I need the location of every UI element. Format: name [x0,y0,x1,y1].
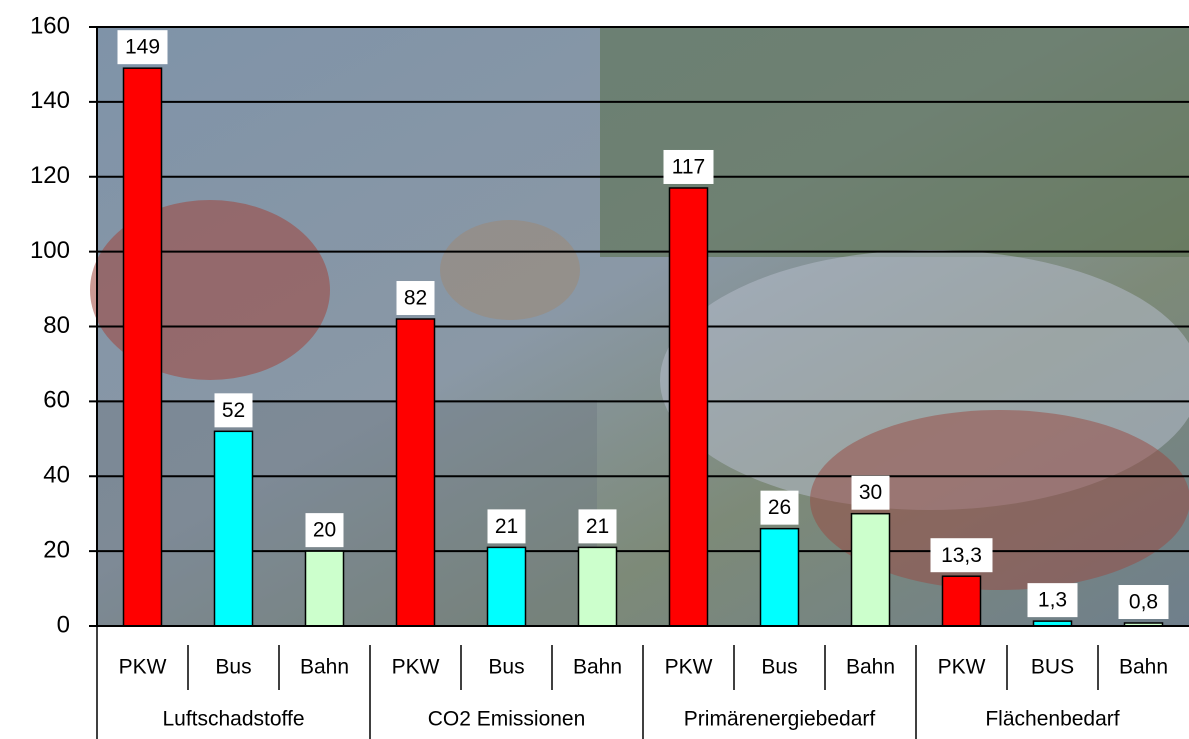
value-label-box [663,149,714,184]
value-label-box [851,475,890,510]
bar [304,550,345,627]
value-label: 13,3 [941,544,982,567]
x-tick-label: Bus [761,656,797,679]
group-label: CO2 Emissionen [428,708,586,731]
x-tick-label: PKW [938,656,986,679]
group-label: Flächenbedarf [985,708,1119,731]
value-label: 52 [222,399,245,422]
bar [668,187,709,627]
y-tick-label: 120 [30,162,70,189]
bar [213,430,254,627]
y-tick-label: 80 [43,312,70,339]
value-label-box [487,509,526,544]
bar [759,527,800,627]
y-tick-label: 40 [43,462,70,489]
y-tick-label: 0 [57,611,70,638]
x-tick-label: PKW [392,656,440,679]
bar [941,575,982,627]
group-label: Luftschadstoffe [162,708,304,731]
value-label-box [117,30,168,65]
value-label: 0,8 [1129,591,1158,614]
value-label: 20 [313,519,336,542]
value-label: 82 [404,287,427,310]
value-label-box [1027,583,1078,618]
x-tick-label: Bahn [1119,656,1168,679]
value-label-box [760,490,799,525]
value-label: 26 [768,496,791,519]
x-tick-label: Bus [488,656,524,679]
x-tick-label: PKW [119,656,167,679]
value-label: 21 [586,515,609,538]
value-label-box [578,509,617,544]
value-label: 117 [672,156,705,179]
x-tick-label: BUS [1031,656,1074,679]
value-label: 1,3 [1038,589,1067,612]
y-tick-label: 140 [30,87,70,114]
group-label: Primärenergiebedarf [684,708,876,731]
value-label: 21 [495,515,518,538]
value-label: 149 [125,36,160,59]
value-label-box [1118,585,1169,620]
x-tick-label: PKW [665,656,713,679]
y-tick-label: 100 [30,237,70,264]
y-tick-label: 60 [43,387,70,414]
x-tick-label: Bahn [573,656,622,679]
x-tick-label: Bahn [846,656,895,679]
y-tick-label: 160 [30,12,70,39]
value-label-box [930,538,993,573]
value-label-box [396,281,435,316]
value-label-box [305,513,344,548]
bar [850,512,891,627]
x-tick-label: Bahn [300,656,349,679]
value-label-box [214,393,253,428]
bar [577,546,618,627]
value-label: 30 [859,481,882,504]
y-tick-label: 20 [43,536,70,563]
bar [486,546,527,627]
bar [122,67,163,627]
x-tick-label: Bus [215,656,251,679]
bar [395,318,436,627]
